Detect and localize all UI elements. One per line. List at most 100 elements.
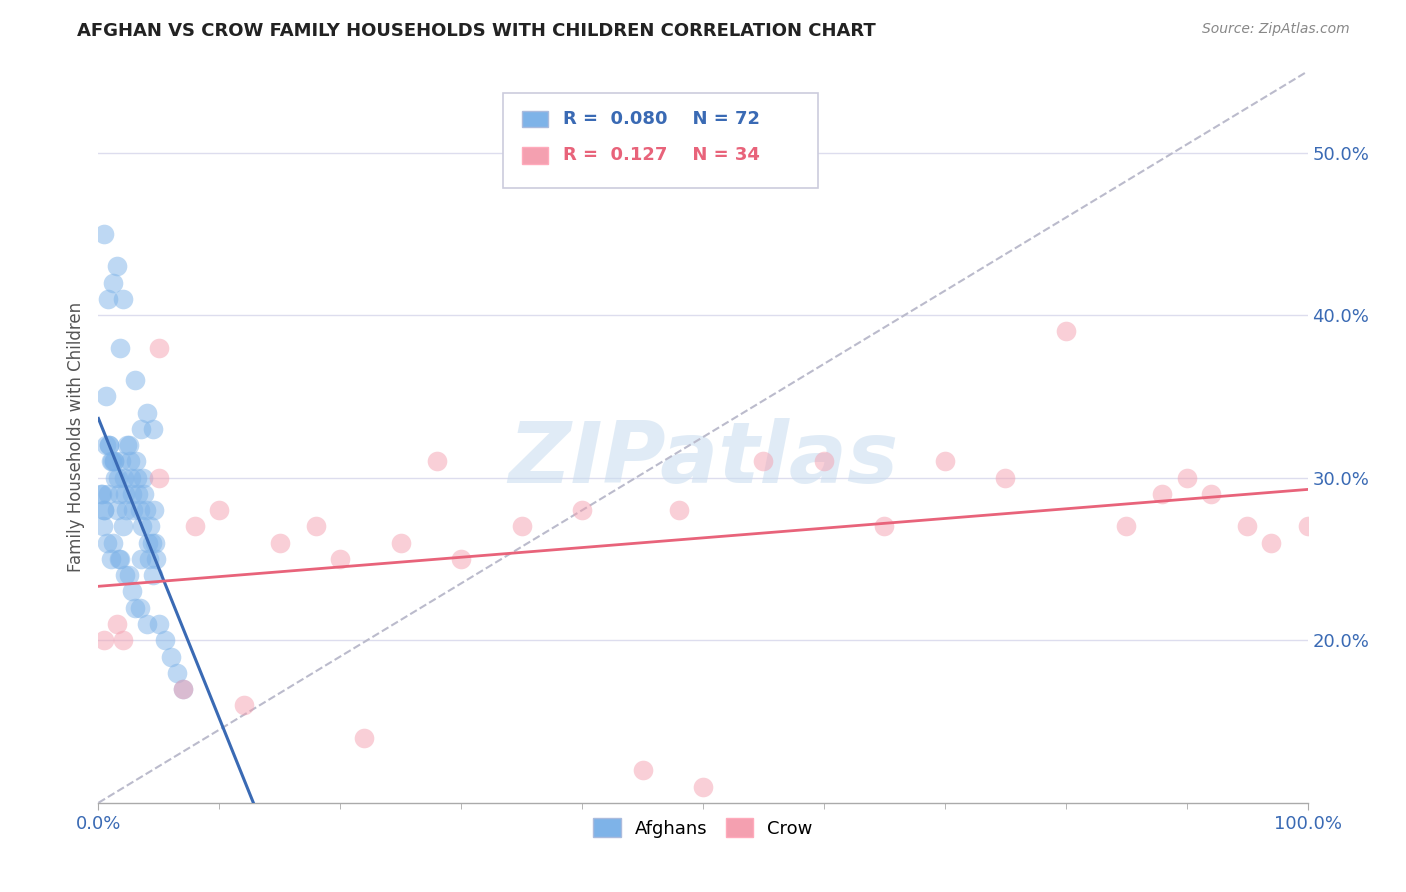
Point (129, 422, 152, 436)
Point (128, 600, 150, 615)
Point (329, 552, 352, 566)
Point (105, 617, 128, 632)
Point (112, 471, 135, 485)
Legend: Afghans, Crow: Afghans, Crow (586, 811, 820, 845)
Point (692, 780, 714, 794)
Point (98, 438, 121, 452)
Point (93, 633, 115, 648)
Point (100, 454, 122, 468)
Point (141, 535, 163, 549)
Point (127, 471, 149, 485)
Point (111, 519, 134, 533)
Point (1260, 535, 1282, 549)
Point (139, 519, 162, 533)
Point (426, 454, 449, 468)
Point (172, 681, 194, 696)
Point (118, 438, 141, 452)
Point (269, 535, 291, 549)
Point (100, 454, 122, 468)
Point (93, 503, 115, 517)
FancyBboxPatch shape (522, 111, 548, 127)
Point (135, 617, 157, 632)
Y-axis label: Family Households with Children: Family Households with Children (66, 302, 84, 572)
Point (105, 503, 128, 517)
Point (100, 552, 122, 566)
Point (124, 373, 146, 387)
Point (153, 633, 176, 648)
Point (389, 535, 412, 549)
Point (114, 568, 136, 582)
Point (127, 487, 149, 501)
Point (134, 487, 156, 501)
Point (93, 227, 115, 241)
Point (108, 341, 131, 355)
Point (103, 454, 125, 468)
Point (994, 471, 1017, 485)
Point (108, 552, 131, 566)
Point (813, 454, 835, 468)
Point (172, 681, 194, 696)
Point (93, 503, 115, 517)
Point (148, 617, 170, 632)
Point (232, 698, 254, 713)
Point (143, 503, 166, 517)
Point (160, 649, 183, 664)
Point (873, 519, 896, 533)
Point (1199, 487, 1222, 501)
Point (111, 633, 134, 648)
Point (132, 471, 155, 485)
Point (114, 487, 136, 501)
Point (1054, 325, 1077, 339)
Point (108, 487, 131, 501)
FancyBboxPatch shape (522, 147, 548, 163)
Point (103, 454, 125, 468)
Point (118, 568, 141, 582)
Point (104, 471, 127, 485)
Point (91, 487, 114, 501)
Point (108, 552, 131, 566)
FancyBboxPatch shape (503, 94, 818, 188)
Point (101, 276, 124, 290)
Text: R =  0.127    N = 34: R = 0.127 N = 34 (562, 146, 759, 164)
Point (115, 503, 138, 517)
Point (752, 454, 775, 468)
Point (668, 503, 690, 517)
Point (136, 535, 159, 549)
Point (135, 503, 157, 517)
Point (128, 503, 150, 517)
Point (148, 341, 170, 355)
Point (120, 471, 142, 485)
Point (107, 471, 129, 485)
Point (353, 731, 375, 745)
Point (121, 487, 143, 501)
Point (305, 519, 328, 533)
Point (571, 503, 593, 517)
Point (138, 552, 160, 566)
Point (143, 535, 166, 549)
Point (142, 422, 165, 436)
Point (124, 600, 146, 615)
Point (94, 389, 117, 403)
Point (1296, 519, 1319, 533)
Point (117, 438, 139, 452)
Point (1236, 519, 1258, 533)
Point (94, 438, 117, 452)
Text: ZIPatlas: ZIPatlas (508, 417, 898, 500)
Point (110, 454, 132, 468)
Point (90, 487, 112, 501)
Point (1115, 519, 1137, 533)
Point (101, 535, 124, 549)
Point (129, 552, 152, 566)
Point (934, 454, 956, 468)
Point (91, 519, 114, 533)
Point (125, 454, 148, 468)
Point (97, 292, 120, 306)
Point (105, 260, 128, 274)
Point (631, 764, 654, 778)
Point (121, 584, 143, 599)
Point (1152, 487, 1174, 501)
Point (135, 406, 157, 420)
Point (166, 665, 188, 680)
Point (208, 503, 231, 517)
Point (96, 535, 118, 549)
